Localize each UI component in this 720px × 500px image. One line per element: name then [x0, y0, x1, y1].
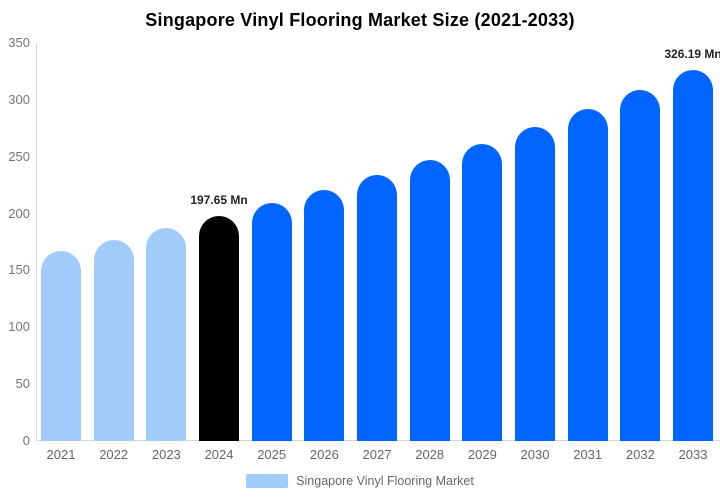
- legend-label: Singapore Vinyl Flooring Market: [296, 474, 474, 488]
- bar-2027[interactable]: [357, 175, 398, 441]
- x-axis-label-2027: 2027: [362, 447, 392, 462]
- y-axis-tick-200: 200: [8, 205, 30, 221]
- y-axis-tick-250: 250: [8, 148, 30, 164]
- value-label-2024: 197.65 Mn: [190, 193, 248, 208]
- legend-swatch: [246, 474, 289, 488]
- legend[interactable]: Singapore Vinyl Flooring Market: [0, 474, 720, 488]
- x-axis-label-2023: 2023: [151, 447, 181, 462]
- x-axis-label-2033: 2033: [678, 447, 708, 462]
- y-axis-tick-150: 150: [8, 262, 30, 278]
- bar-2025[interactable]: [251, 203, 292, 441]
- y-axis-tick-300: 300: [8, 91, 30, 107]
- bar-2024[interactable]: [199, 216, 239, 441]
- chart-title: Singapore Vinyl Flooring Market Size (20…: [145, 10, 575, 30]
- bar-2030[interactable]: [515, 127, 556, 441]
- x-axis-label-2031: 2031: [573, 447, 603, 462]
- bar-2031[interactable]: [567, 109, 608, 441]
- bar-2026[interactable]: [304, 189, 345, 441]
- bar-2022[interactable]: [93, 239, 134, 441]
- x-axis-label-2028: 2028: [415, 447, 445, 462]
- y-axis-tick-50: 50: [15, 376, 30, 392]
- y-axis-tick-0: 0: [22, 433, 30, 448]
- x-axis-label-2021: 2021: [46, 447, 76, 462]
- x-axis-label-2024: 2024: [204, 447, 234, 462]
- x-axis-label-2025: 2025: [257, 447, 287, 462]
- bar-2033[interactable]: [673, 70, 714, 441]
- bar-2021[interactable]: [41, 250, 81, 441]
- bar-2032[interactable]: [620, 90, 661, 441]
- x-axis-label-2030: 2030: [520, 447, 550, 462]
- y-axis-tick-350: 350: [8, 35, 30, 50]
- bar-2029[interactable]: [462, 144, 503, 441]
- y-axis-tick-100: 100: [8, 319, 30, 335]
- x-axis-label-2032: 2032: [625, 447, 655, 462]
- value-label-2033: 326.19 Mn: [664, 47, 720, 62]
- bar-2028[interactable]: [409, 160, 450, 441]
- x-axis-label-2029: 2029: [467, 447, 497, 462]
- bar-2023[interactable]: [146, 228, 187, 441]
- x-axis-label-2026: 2026: [309, 447, 339, 462]
- x-axis-label-2022: 2022: [99, 447, 129, 462]
